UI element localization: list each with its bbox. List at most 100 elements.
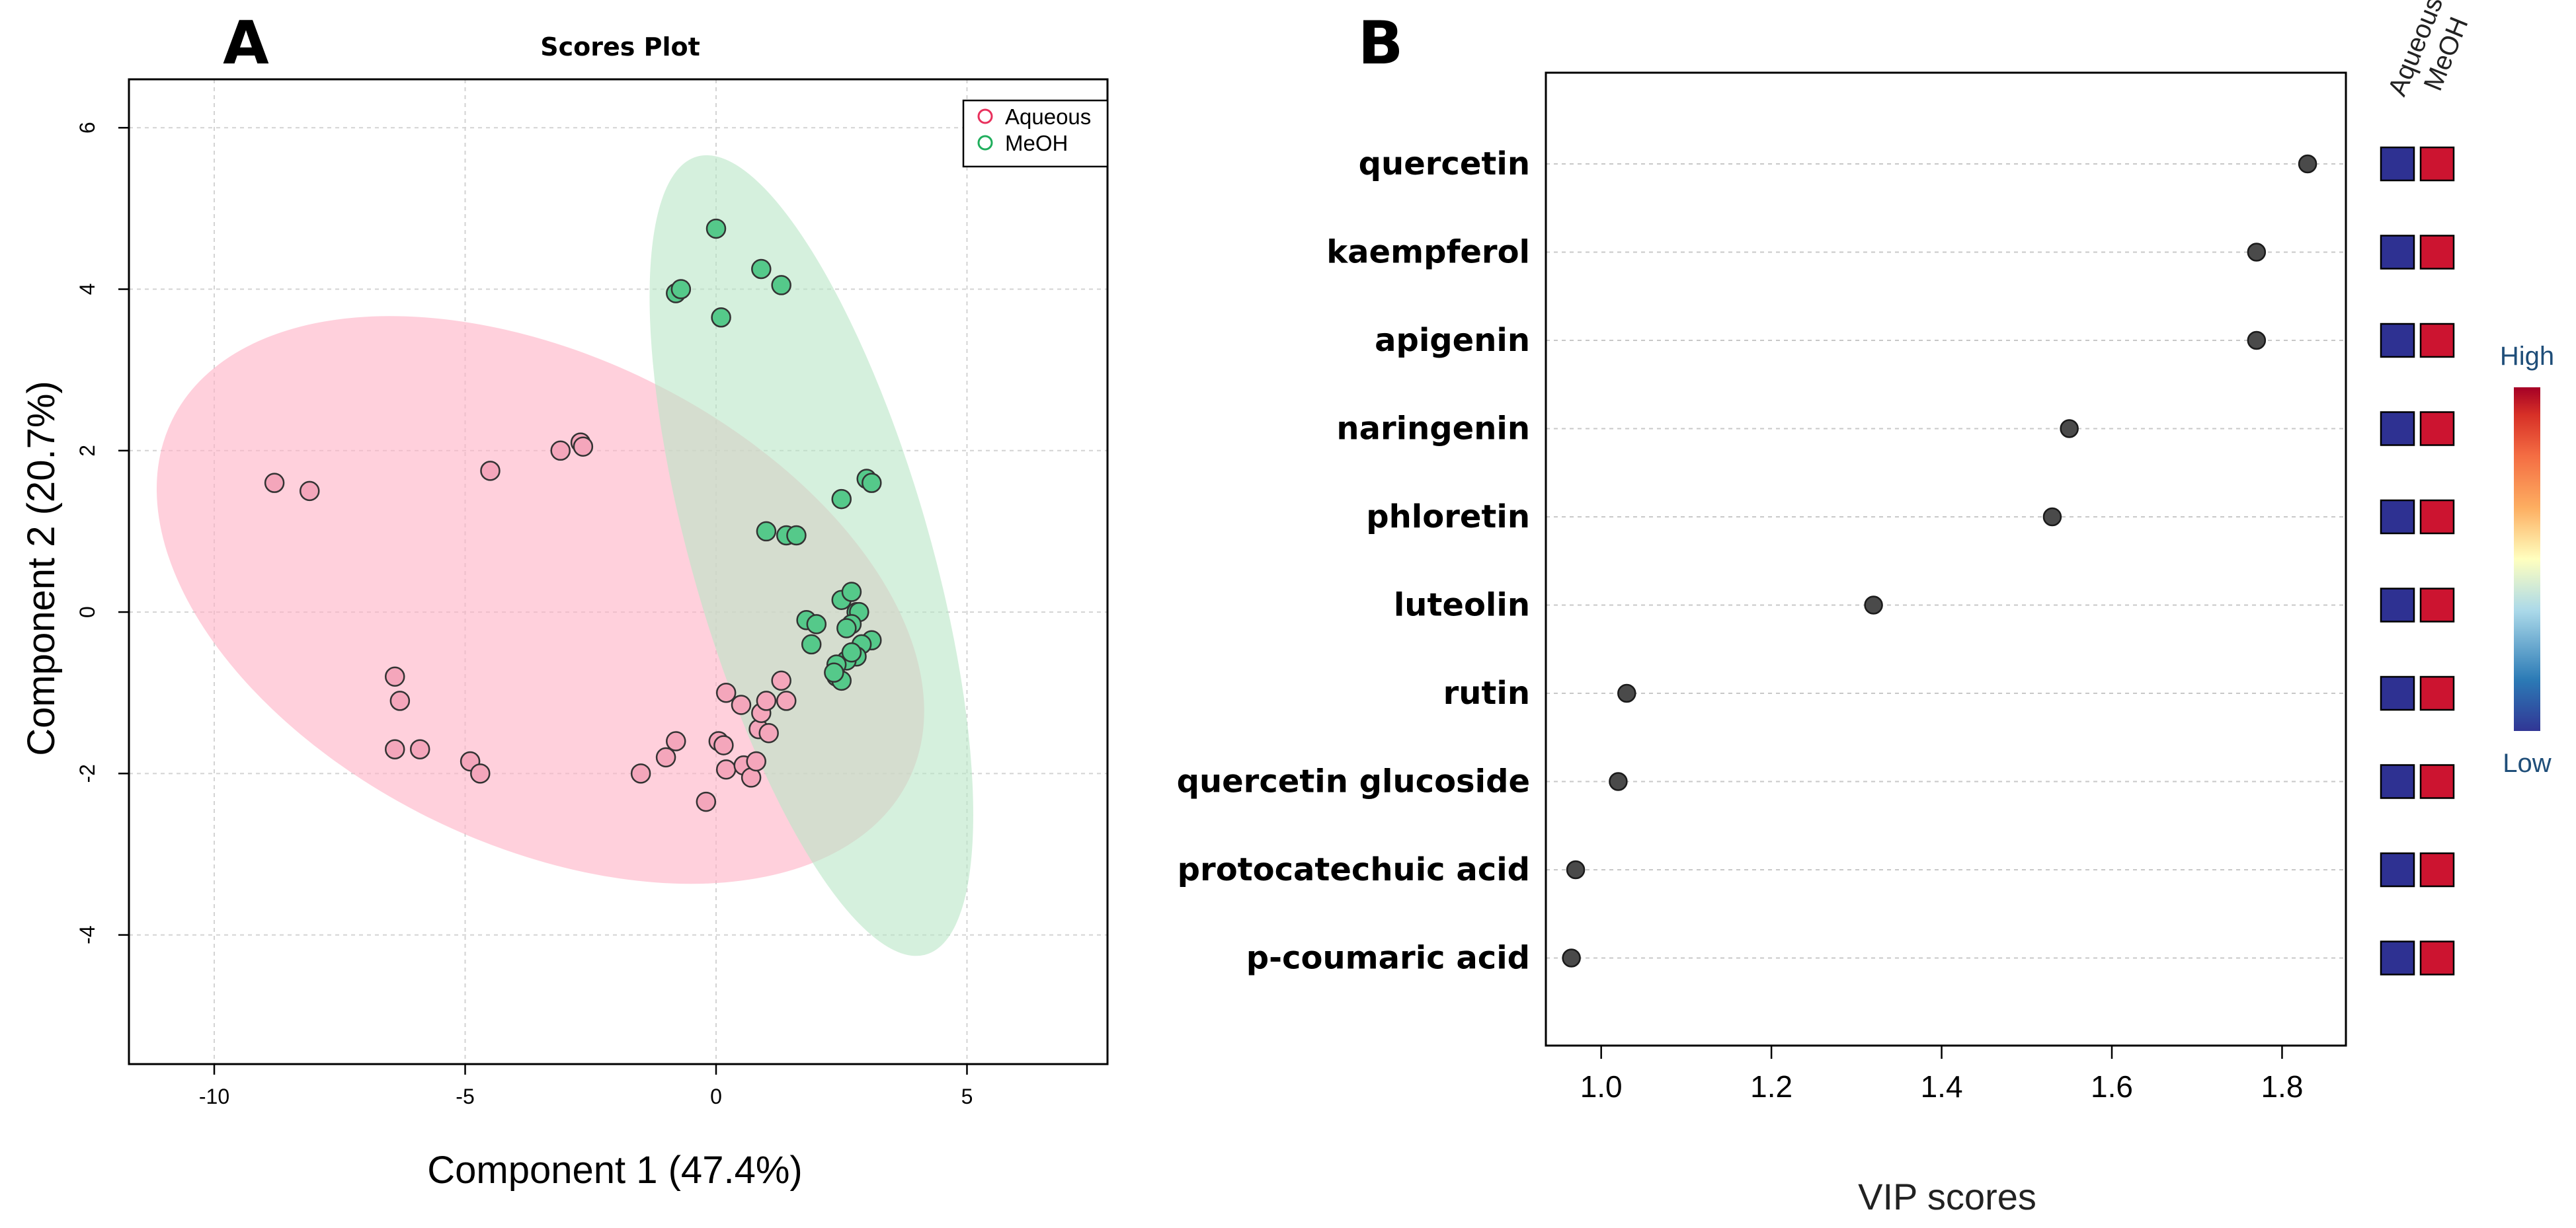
compound-label: phloretin xyxy=(1366,498,1530,535)
vip-point xyxy=(1609,772,1628,791)
heatmap-cell-aqueous xyxy=(2380,588,2415,623)
heatmap-cell-aqueous xyxy=(2380,940,2415,976)
vip-point xyxy=(1864,595,1883,615)
y-tick-label: 2 xyxy=(75,445,99,457)
heatmap-cell-meoh xyxy=(2419,411,2455,446)
compound-label: protocatechuic acid xyxy=(1178,851,1530,888)
aqueous-point xyxy=(264,473,285,493)
heatmap-cell-meoh xyxy=(2419,852,2455,888)
meoh-point xyxy=(824,662,844,683)
aqueous-point xyxy=(713,735,734,755)
compound-label: luteolin xyxy=(1394,587,1530,624)
compound-label: apigenin xyxy=(1375,322,1530,359)
meoh-point xyxy=(841,582,862,602)
legend-meoh-marker xyxy=(977,135,993,151)
aqueous-point xyxy=(756,691,777,711)
y-tick-label: 0 xyxy=(75,606,99,618)
compound-label: rutin xyxy=(1443,675,1530,712)
panel-a: A Scores Plot -10 -5 0 5 -4 -2 0 2 4 6 Component… xyxy=(20,9,1109,1192)
aqueous-point xyxy=(758,723,779,744)
vip-point xyxy=(2298,154,2317,174)
meoh-point xyxy=(801,634,822,655)
compound-label: quercetin glucoside xyxy=(1177,763,1530,800)
y-tick-label: -2 xyxy=(75,764,99,783)
aqueous-point xyxy=(696,791,717,812)
x-tick-label: 0 xyxy=(710,1085,722,1108)
y-tick-label: -4 xyxy=(75,925,99,944)
legend-box xyxy=(962,99,1109,168)
panel-a-legend: Aqueous MeOH xyxy=(962,99,1109,168)
vip-point xyxy=(1566,860,1586,880)
heatmap-cell-aqueous xyxy=(2380,411,2415,446)
panel-a-y-axis-label: Component 2 (20.7%) xyxy=(20,381,63,755)
heatmap-cell-meoh xyxy=(2419,940,2455,976)
meoh-point xyxy=(705,218,727,239)
colorbar-high-label: High xyxy=(2500,342,2554,371)
panel-b: B quercetin kaempferol apigenin naringenin p… xyxy=(1177,0,2555,1217)
aqueous-point xyxy=(731,695,752,715)
heatmap-cell-meoh xyxy=(2419,499,2455,535)
colorbar xyxy=(2514,387,2540,731)
meoh-point xyxy=(841,642,862,663)
aqueous-point xyxy=(480,461,501,481)
compound-label: kaempferol xyxy=(1326,234,1530,271)
meoh-confidence-ellipse xyxy=(649,155,973,956)
aqueous-point xyxy=(655,747,676,768)
aqueous-point xyxy=(299,480,320,502)
heatmap-cell-aqueous xyxy=(2380,323,2415,358)
heatmap-cell-meoh xyxy=(2419,235,2455,270)
aqueous-point xyxy=(389,691,411,711)
panel-a-plot-frame xyxy=(128,78,1109,1065)
aqueous-point xyxy=(385,666,405,687)
vip-point xyxy=(2247,330,2267,350)
legend-aqueous-marker xyxy=(977,108,993,124)
x-tick-label: 1.4 xyxy=(1921,1069,1963,1104)
vip-point xyxy=(2042,507,2062,527)
heatmap-cell-meoh xyxy=(2419,588,2455,623)
panel-a-points xyxy=(264,218,882,812)
colorbar-low-label: Low xyxy=(2503,749,2551,778)
meoh-point xyxy=(831,488,852,510)
panel-b-label: B xyxy=(1358,9,1404,78)
aqueous-point xyxy=(746,751,766,772)
heatmap-cell-aqueous xyxy=(2380,499,2415,535)
meoh-point xyxy=(786,525,807,546)
panel-b-plot-frame xyxy=(1545,71,2347,1047)
x-tick-label: 1.6 xyxy=(2091,1069,2133,1104)
aqueous-point xyxy=(666,731,686,751)
meoh-point xyxy=(771,275,791,295)
aqueous-point xyxy=(550,440,571,461)
aqueous-point xyxy=(776,691,797,711)
heatmap-cell-meoh xyxy=(2419,323,2455,358)
x-tick-label: -5 xyxy=(456,1085,474,1108)
vip-point xyxy=(2247,243,2267,262)
y-tick-label: 4 xyxy=(75,284,99,295)
y-tick-label: 6 xyxy=(75,122,99,134)
aqueous-point xyxy=(470,763,491,784)
panel-a-x-axis-label: Component 1 (47.4%) xyxy=(427,1149,802,1192)
panel-a-ellipses xyxy=(156,155,973,956)
vip-point xyxy=(1562,948,1581,968)
panel-a-x-axis: -10 -5 0 5 xyxy=(199,1064,973,1108)
meoh-point xyxy=(751,258,772,280)
panel-a-title: Scores Plot xyxy=(540,32,700,61)
x-tick-label: 1.2 xyxy=(1750,1069,1792,1104)
panel-b-heatmap xyxy=(2380,146,2455,976)
compound-label: quercetin xyxy=(1359,145,1530,182)
aqueous-point xyxy=(715,759,737,780)
heatmap-cell-meoh xyxy=(2419,146,2455,182)
aqueous-point xyxy=(771,670,791,691)
heatmap-cell-aqueous xyxy=(2380,675,2415,711)
legend-aqueous-label: Aqueous xyxy=(1005,104,1091,129)
aqueous-point xyxy=(715,682,737,703)
heatmap-cell-aqueous xyxy=(2380,235,2415,270)
panel-b-x-axis: 1.0 1.2 1.4 1.6 1.8 xyxy=(1580,1046,2303,1104)
meoh-point xyxy=(756,521,777,542)
vip-point xyxy=(1617,683,1636,703)
meoh-point xyxy=(836,618,857,638)
heatmap-cell-aqueous xyxy=(2380,852,2415,888)
x-tick-label: 1.8 xyxy=(2261,1069,2303,1104)
panel-a-y-axis: -4 -2 0 2 4 6 xyxy=(75,122,129,944)
aqueous-point xyxy=(573,436,594,457)
